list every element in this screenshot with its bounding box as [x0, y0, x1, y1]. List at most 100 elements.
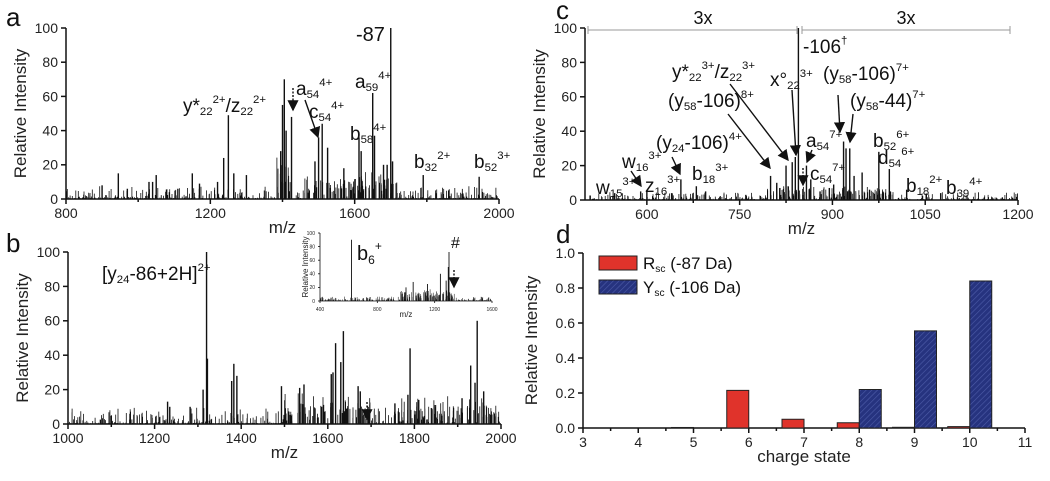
y-tick-label: 20	[561, 158, 577, 174]
x-tick-label: 1600	[339, 205, 370, 221]
subscript: 32	[425, 162, 438, 174]
label-text: c	[810, 164, 820, 185]
peak-annotation: (y58-106)7+	[823, 62, 909, 86]
peak-annotation: b394+	[946, 176, 983, 200]
panel-label-a: a	[6, 2, 21, 32]
panel-d-bar-chart: 3 4 5 6 7 8 9 10 11 0.0 0.2 0.4 0.6 0.8 1.0 charge stat…	[522, 245, 1032, 466]
label-text: [y	[102, 264, 117, 285]
label-text: (y	[656, 133, 672, 154]
y-tick-label: 40	[561, 123, 577, 139]
peak-annotation: (y24-106)4+	[656, 131, 742, 155]
arrow-icon	[727, 113, 771, 170]
spectrum-noise	[69, 393, 500, 424]
label-text: -87	[356, 24, 385, 46]
superscript: 6+	[901, 146, 914, 158]
legend-swatch	[598, 255, 638, 271]
peak-annotation: b526+	[873, 129, 910, 153]
arrow-icon	[845, 113, 857, 144]
bar-R-9	[892, 426, 915, 429]
peak-annotation: w163+	[621, 150, 662, 174]
bar-R-5	[671, 426, 694, 429]
x-tick-label: 1200	[195, 205, 226, 221]
x-tick-label: 1200	[1002, 206, 1033, 222]
peak-annotation: b322+	[414, 150, 451, 174]
label-text: -44)	[879, 91, 913, 112]
y-tick-label: 0	[50, 191, 58, 207]
y-tick-label: 60	[44, 313, 60, 329]
superscript: 3+	[702, 60, 715, 72]
superscript: 4+	[969, 176, 982, 188]
subscript: 59	[366, 82, 379, 94]
scale-label: 3x	[896, 8, 915, 28]
superscript: 4+	[378, 70, 391, 82]
x-tick-label: 8	[855, 434, 863, 450]
peak-annotation: d546+	[878, 146, 915, 170]
panel-a-spectrum: 800 1200 1600 2000 0 20 40 60 80 100 m/z Relative I…	[11, 20, 515, 237]
label-text: x°	[770, 70, 787, 91]
scale-bracket	[587, 26, 1011, 34]
x-axis-title: m/z	[788, 219, 815, 238]
bar-R-6	[726, 389, 750, 429]
y-tick-label: 100	[307, 231, 316, 237]
subscript: 54	[817, 141, 830, 153]
label-text: b	[873, 131, 884, 152]
superscript: 2+	[437, 150, 450, 162]
superscript: 4+	[331, 100, 344, 112]
bar-Y-10	[969, 280, 993, 429]
panel-b-spectrum: 1000 1200 1400 1600 1800 2000020406080100m/zR…	[13, 244, 517, 462]
label-text: -106)	[685, 133, 729, 154]
label-text: Y	[643, 278, 654, 297]
spectrum-noise	[589, 185, 1018, 200]
bar-Y-8	[858, 389, 882, 429]
label-text: (y	[823, 64, 839, 85]
subscript: 18	[703, 174, 716, 186]
x-tick-label: 6	[745, 434, 753, 450]
label-text: b	[906, 176, 917, 197]
superscript: +	[375, 239, 382, 253]
subscript: 15	[610, 188, 623, 200]
x-tick-label: 5	[690, 434, 698, 450]
peak-annotation: a547+	[806, 129, 843, 153]
subscript: 22	[200, 106, 213, 118]
y-tick-label: 0.0	[556, 420, 576, 436]
superscript: 2+	[253, 94, 266, 106]
label-text: -106)	[697, 91, 741, 112]
arrow-icon	[630, 170, 642, 188]
label-text: (-106 Da)	[665, 278, 742, 297]
x-tick-label: 11	[1018, 434, 1033, 450]
bar-R-7	[781, 418, 805, 429]
x-tick-label: 10	[962, 434, 978, 450]
y-tick-label: 0.4	[556, 350, 576, 366]
panel-c-spectrum: 600 750 900 1050 1200 0 20 40 60 80 100 m/z Relative…	[530, 8, 1034, 238]
subscript: 22	[240, 106, 253, 118]
x-axis-title: charge state	[757, 447, 851, 466]
label-text: c	[309, 102, 319, 123]
label-text: a	[806, 131, 817, 152]
x-tick-label: 4	[634, 434, 642, 450]
subscript: 6	[368, 253, 375, 267]
peak-annotation: c544+	[309, 100, 345, 124]
subscript: 58	[684, 101, 697, 113]
peak-annotation: b584+	[350, 122, 387, 146]
arrow-icon	[304, 99, 321, 139]
y-tick-label: 60	[42, 88, 58, 104]
y-tick-label: 100	[35, 20, 59, 36]
subscript: 52	[884, 141, 897, 153]
superscript: 3+	[497, 150, 510, 162]
legend-label: Ysc (-106 Da)	[643, 278, 741, 299]
label-text: b	[692, 164, 703, 185]
x-tick-label: 2000	[485, 430, 516, 446]
x-tick-label: 750	[728, 206, 752, 222]
superscript: 8+	[741, 89, 754, 101]
peak-annotation: b182+	[906, 174, 943, 198]
y-tick-label: 0	[569, 192, 577, 208]
bar-R-8	[836, 422, 860, 429]
x-tick-label: 1200	[139, 430, 170, 446]
x-axis-title: m/z	[400, 310, 413, 319]
peak-annotation: -106†	[803, 35, 847, 58]
label-text: w	[621, 152, 636, 173]
label-text: /z	[226, 96, 241, 117]
subscript: 24	[117, 274, 130, 286]
label-text: (-87 Da)	[665, 254, 732, 273]
subscript: 58	[839, 74, 852, 86]
